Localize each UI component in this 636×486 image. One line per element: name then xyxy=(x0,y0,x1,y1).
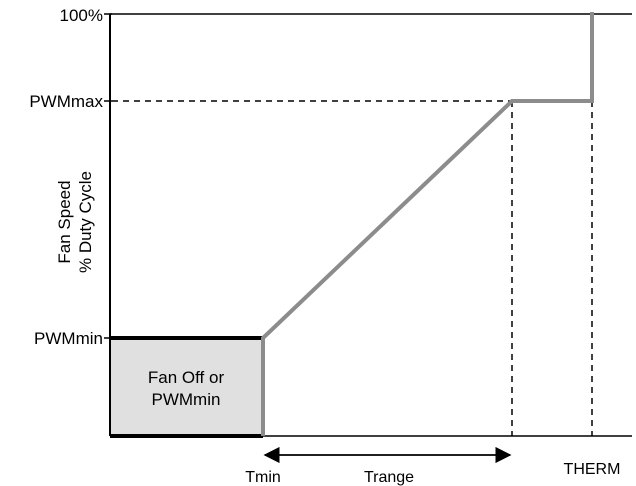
y-axis-title-line2: % Duty Cycle xyxy=(76,171,95,273)
label-100-percent: 100% xyxy=(60,6,103,25)
region-label-line1: Fan Off or xyxy=(148,368,225,387)
y-axis-title: Fan Speed % Duty Cycle xyxy=(55,171,95,273)
fan-off-region xyxy=(110,338,263,436)
y-axis-title-line1: Fan Speed xyxy=(55,180,74,263)
label-pwmmax: PWMmax xyxy=(29,92,103,111)
label-trange: Trange xyxy=(364,469,414,486)
label-pwmmin: PWMmin xyxy=(34,329,103,348)
region-label-line2: PWMmin xyxy=(152,390,221,409)
label-tmin: Tmin xyxy=(245,469,281,486)
fan-speed-curve xyxy=(261,12,594,436)
label-therm: THERM xyxy=(564,461,621,478)
